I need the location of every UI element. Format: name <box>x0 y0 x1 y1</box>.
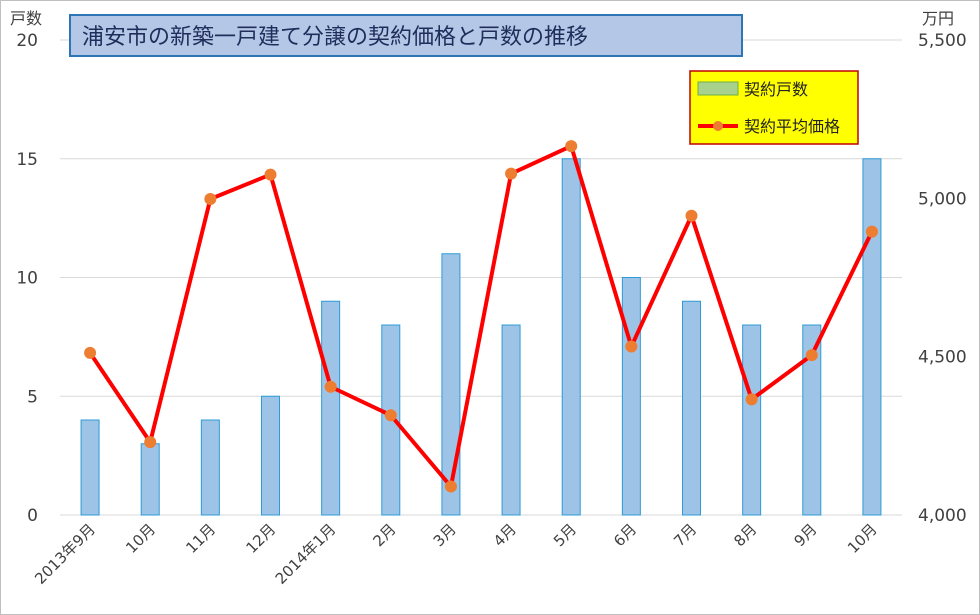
bar <box>742 324 762 516</box>
right-tick-label: 4,000 <box>918 506 967 526</box>
price-marker <box>805 349 818 362</box>
bar <box>621 277 641 516</box>
left-tick-label: 20 <box>16 31 38 51</box>
legend: 契約戸数 契約平均価格 <box>689 70 859 145</box>
right-axis-ticks: 4,000 4,500 5,000 5,500 <box>918 31 967 526</box>
price-marker <box>865 225 878 238</box>
legend-bar-swatch <box>697 81 739 96</box>
chart-title-background <box>69 14 743 57</box>
right-axis-unit: 万円 <box>922 9 954 28</box>
left-axis-unit: 戸数 <box>10 9 42 28</box>
legend-label-契約平均価格: 契約平均価格 <box>744 117 840 136</box>
markers-契約平均価格 <box>84 140 878 493</box>
chart-title: 浦安市の新築一戸建て分譲の契約価格と戸数の推移 <box>82 25 588 50</box>
bar <box>321 300 341 516</box>
left-tick-label: 5 <box>27 387 38 407</box>
bar <box>682 300 701 516</box>
legend-label-契約戸数: 契約戸数 <box>744 80 808 99</box>
legend-marker-swatch <box>713 121 723 131</box>
right-tick-label: 4,500 <box>918 348 967 368</box>
chart-title-box: 浦安市の新築一戸建て分譲の契約価格と戸数の推移 <box>69 14 743 57</box>
bar <box>441 253 461 516</box>
price-marker <box>84 346 97 359</box>
bar <box>501 324 521 516</box>
left-axis-ticks: 0 5 10 15 20 <box>16 31 38 526</box>
price-marker <box>204 192 217 205</box>
right-tick-label: 5,000 <box>918 189 967 209</box>
left-tick-label: 0 <box>27 506 38 526</box>
bar <box>200 419 220 516</box>
bar <box>862 158 882 516</box>
bar <box>261 395 280 516</box>
price-marker <box>565 140 578 153</box>
price-marker <box>324 380 337 393</box>
price-marker <box>144 436 157 449</box>
bar <box>140 443 160 516</box>
bar <box>561 158 581 516</box>
price-line <box>88 144 874 489</box>
price-marker <box>444 480 457 493</box>
bar <box>802 324 822 516</box>
price-marker <box>384 409 397 422</box>
right-tick-label: 5,500 <box>918 31 967 51</box>
price-marker <box>505 167 518 180</box>
price-marker <box>685 209 698 222</box>
price-marker <box>745 393 758 406</box>
left-tick-label: 10 <box>16 269 38 289</box>
price-marker <box>264 168 277 181</box>
bar <box>80 419 100 516</box>
price-marker <box>625 340 638 353</box>
line-series-契約平均価格 <box>88 144 874 489</box>
left-tick-label: 15 <box>16 150 38 170</box>
